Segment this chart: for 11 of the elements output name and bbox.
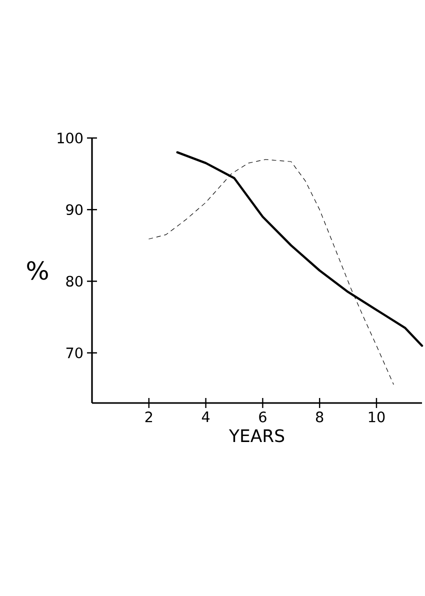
y-axis-title: % (27, 261, 48, 280)
y-tick-label: 70 (66, 347, 83, 358)
x-tick-label: 4 (202, 412, 210, 422)
y-tick-label: 90 (66, 204, 83, 216)
x-axis-title: YEARS (228, 429, 284, 442)
x-tick-label: 6 (259, 412, 266, 422)
x-tick-label: 10 (368, 412, 385, 422)
x-tick-label: 2 (145, 412, 152, 422)
y-tick-label: 100 (58, 132, 83, 144)
x-tick-label: 8 (316, 412, 324, 422)
y-tick-label: 80 (66, 276, 83, 287)
